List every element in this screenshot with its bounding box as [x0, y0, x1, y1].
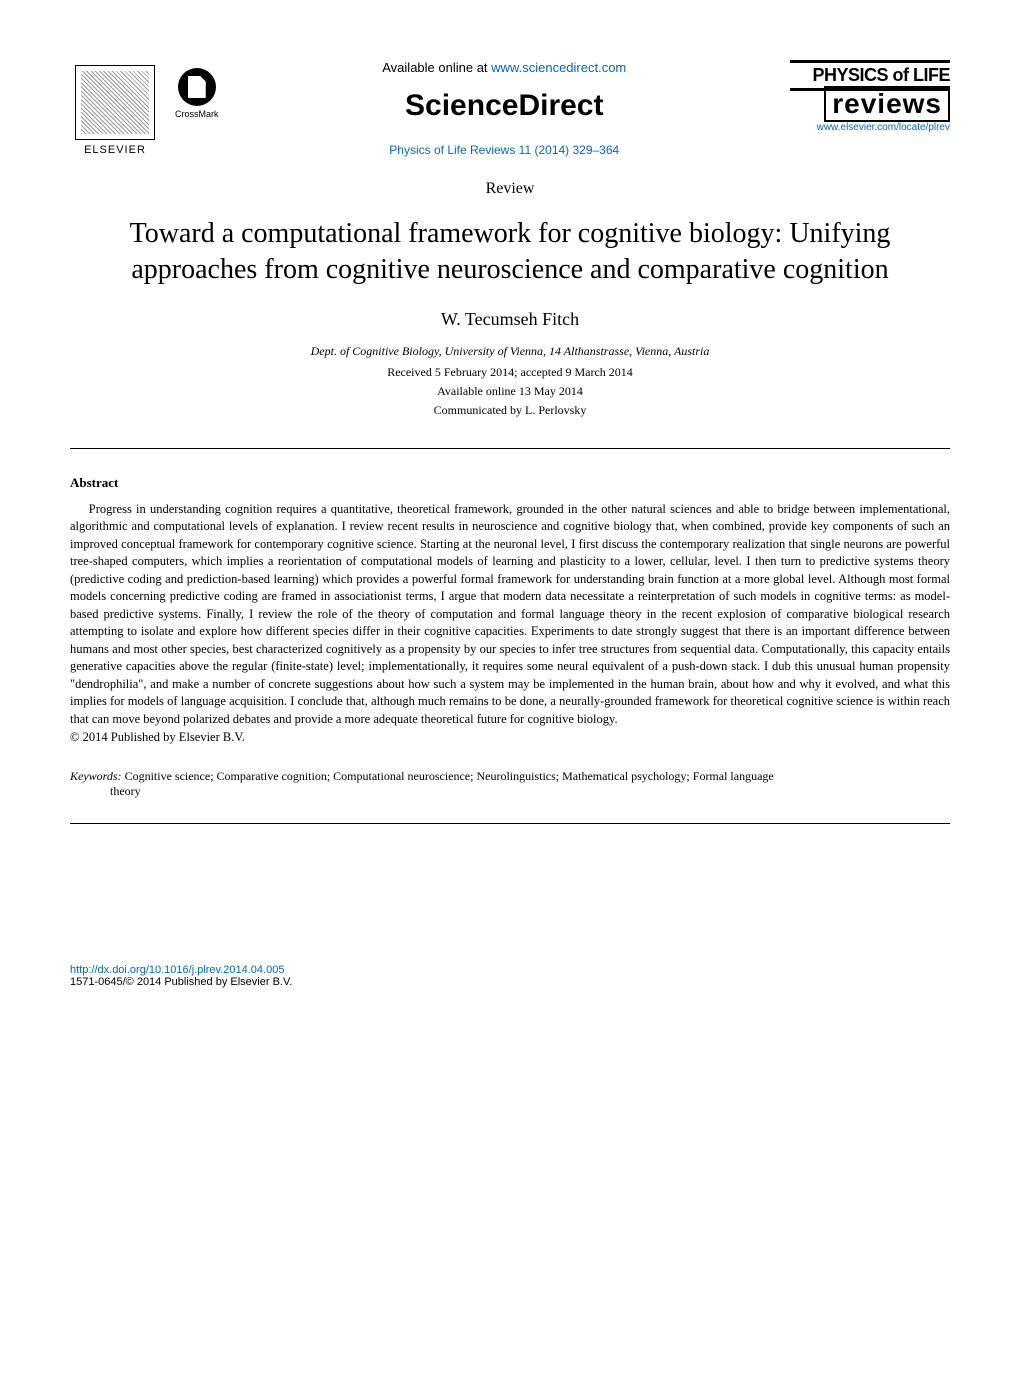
keywords-section: Keywords: Cognitive science; Comparative…	[70, 769, 950, 799]
abstract-text: Progress in understanding cognition requ…	[70, 501, 950, 729]
available-online-link[interactable]: www.sciencedirect.com	[491, 60, 626, 75]
elsevier-tree-icon	[75, 65, 155, 140]
article-type-label: Review	[70, 180, 950, 198]
available-online-line: Available online at www.sciencedirect.co…	[239, 60, 770, 75]
article-title: Toward a computational framework for cog…	[70, 216, 950, 289]
elsevier-label: ELSEVIER	[84, 144, 146, 156]
doi-link[interactable]: http://dx.doi.org/10.1016/j.plrev.2014.0…	[70, 964, 284, 976]
affiliation: Dept. of Cognitive Biology, University o…	[70, 344, 950, 359]
crossmark-badge[interactable]: CrossMark	[175, 68, 219, 119]
communicated-by: Communicated by L. Perlovsky	[70, 403, 950, 418]
available-online-date: Available online 13 May 2014	[70, 384, 950, 399]
crossmark-label: CrossMark	[175, 109, 219, 119]
journal-title-box: PHYSICS of LIFE reviews	[790, 60, 950, 91]
journal-title-top: PHYSICS of LIFE	[790, 65, 950, 86]
keywords-continuation: theory	[70, 784, 950, 799]
author-name: W. Tecumseh Fitch	[70, 309, 950, 330]
abstract-section: Abstract Progress in understanding cogni…	[70, 448, 950, 746]
received-accepted-dates: Received 5 February 2014; accepted 9 Mar…	[70, 365, 950, 380]
elsevier-logo[interactable]: ELSEVIER	[70, 60, 160, 160]
bottom-rule	[70, 823, 950, 824]
abstract-copyright: © 2014 Published by Elsevier B.V.	[70, 730, 950, 745]
available-online-prefix: Available online at	[382, 60, 491, 75]
issn-copyright: 1571-0645/© 2014 Published by Elsevier B…	[70, 976, 950, 988]
header-row: ELSEVIER CrossMark Available online at w…	[70, 60, 950, 160]
center-header: Available online at www.sciencedirect.co…	[219, 60, 790, 157]
left-logos: ELSEVIER CrossMark	[70, 60, 219, 160]
keywords-label: Keywords:	[70, 769, 125, 783]
journal-reference-link[interactable]: Physics of Life Reviews 11 (2014) 329–36…	[239, 143, 770, 157]
journal-title-bottom: reviews	[824, 86, 950, 122]
journal-logo-box: PHYSICS of LIFE reviews www.elsevier.com…	[790, 60, 950, 133]
journal-url-link[interactable]: www.elsevier.com/locate/plrev	[790, 122, 950, 133]
sciencedirect-logo: ScienceDirect	[239, 89, 770, 123]
abstract-heading: Abstract	[70, 475, 950, 491]
crossmark-icon	[178, 68, 216, 106]
keywords-text: Cognitive science; Comparative cognition…	[125, 769, 774, 783]
footer: http://dx.doi.org/10.1016/j.plrev.2014.0…	[70, 964, 950, 988]
